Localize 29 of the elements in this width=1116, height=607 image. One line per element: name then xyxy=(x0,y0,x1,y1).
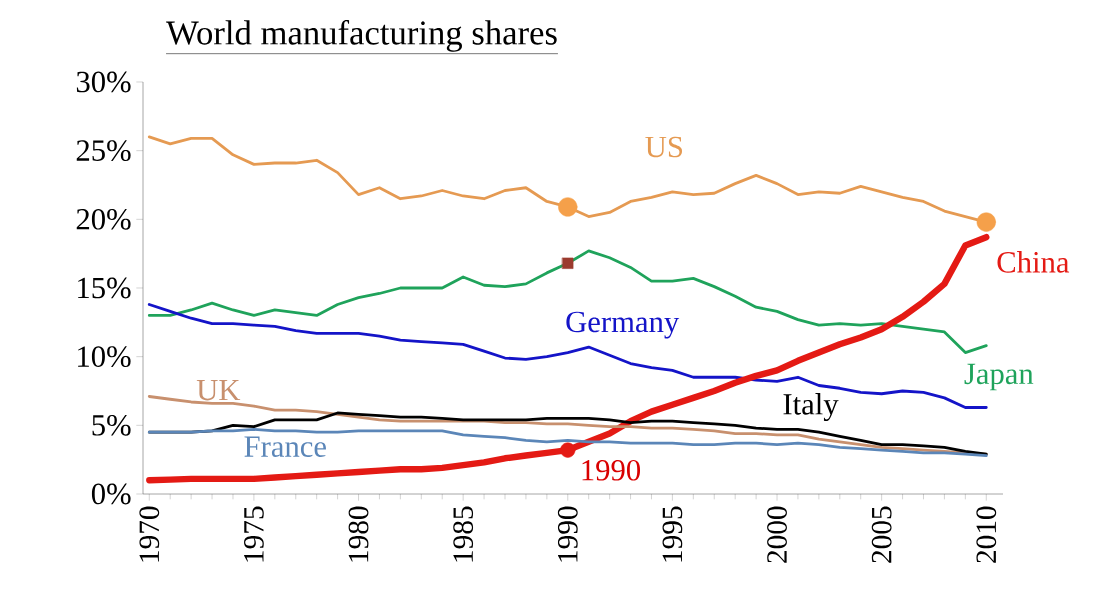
series-label: UK xyxy=(196,379,241,401)
chart-title: World manufacturing shares xyxy=(166,19,557,52)
x-tick-label: 2010 xyxy=(976,506,997,563)
annotation: 1990 xyxy=(582,459,641,481)
x-tick-label: 1995 xyxy=(662,506,683,562)
y-tick-label: 10% xyxy=(78,346,131,368)
series-label: France xyxy=(244,436,326,457)
x-tick-label: 2005 xyxy=(871,506,892,563)
y-tick-label: 5% xyxy=(92,414,131,436)
x-tick-label: 1975 xyxy=(244,506,264,562)
series-label: Germany xyxy=(566,311,680,339)
point xyxy=(560,442,576,458)
series-label: US xyxy=(645,136,683,158)
x-tick-label: 1985 xyxy=(453,506,474,562)
x-tick-label: 2000 xyxy=(767,506,787,563)
series-label: China xyxy=(997,251,1070,273)
y-tick-label: 20% xyxy=(76,208,131,230)
y-tick-label: 25% xyxy=(76,140,131,162)
y-tick-label: 0% xyxy=(91,483,131,505)
point xyxy=(558,197,578,217)
x-tick-label: 1970 xyxy=(139,506,160,562)
x-tick-label: 1980 xyxy=(348,506,369,562)
y-tick-label: 30% xyxy=(76,71,131,93)
series-label: Japan xyxy=(964,363,1034,391)
x-tick-label: 1990 xyxy=(557,506,578,562)
y-tick-label: 15% xyxy=(78,277,131,299)
point xyxy=(562,257,574,269)
point xyxy=(976,212,996,232)
series-label: Italy xyxy=(783,393,839,421)
